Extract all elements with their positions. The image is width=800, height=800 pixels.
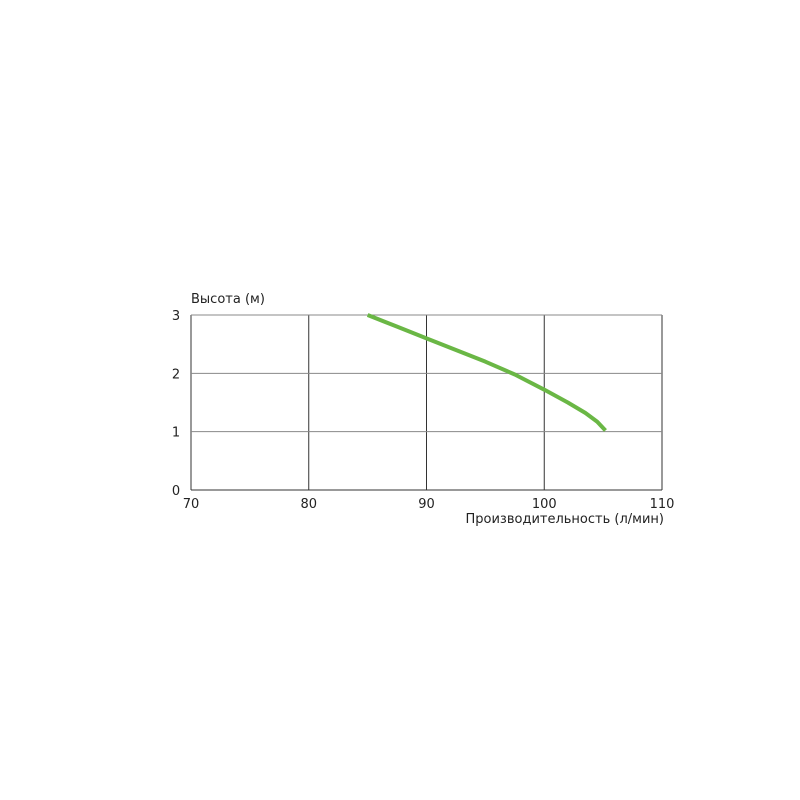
x-tick-label: 80 <box>300 497 317 512</box>
y-tick-label: 1 <box>172 426 180 441</box>
y-tick-label: 3 <box>172 309 180 324</box>
series-line <box>366 313 607 432</box>
x-tick-label: 90 <box>418 497 435 512</box>
y-axis-label: Высота (м) <box>191 292 265 307</box>
y-tick-label: 0 <box>172 484 180 499</box>
series <box>366 313 607 432</box>
x-tick-label: 70 <box>183 497 200 512</box>
tick-labels: 70 80 90 100 110 0 1 2 3 <box>172 309 675 512</box>
x-tick-label: 110 <box>650 497 675 512</box>
grid <box>190 314 663 491</box>
y-tick-label: 2 <box>172 367 180 382</box>
x-tick-label: 100 <box>532 497 557 512</box>
x-axis-label: Производительность (л/мин) <box>466 512 665 527</box>
